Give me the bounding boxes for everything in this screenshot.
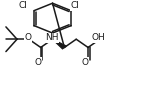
Text: O: O [82, 58, 89, 67]
Text: NH: NH [45, 33, 58, 42]
Text: OH: OH [92, 33, 106, 42]
Polygon shape [53, 39, 66, 49]
Text: Cl: Cl [70, 1, 79, 10]
Text: O: O [24, 33, 31, 42]
Text: Cl: Cl [18, 1, 27, 10]
Text: O: O [34, 58, 41, 67]
